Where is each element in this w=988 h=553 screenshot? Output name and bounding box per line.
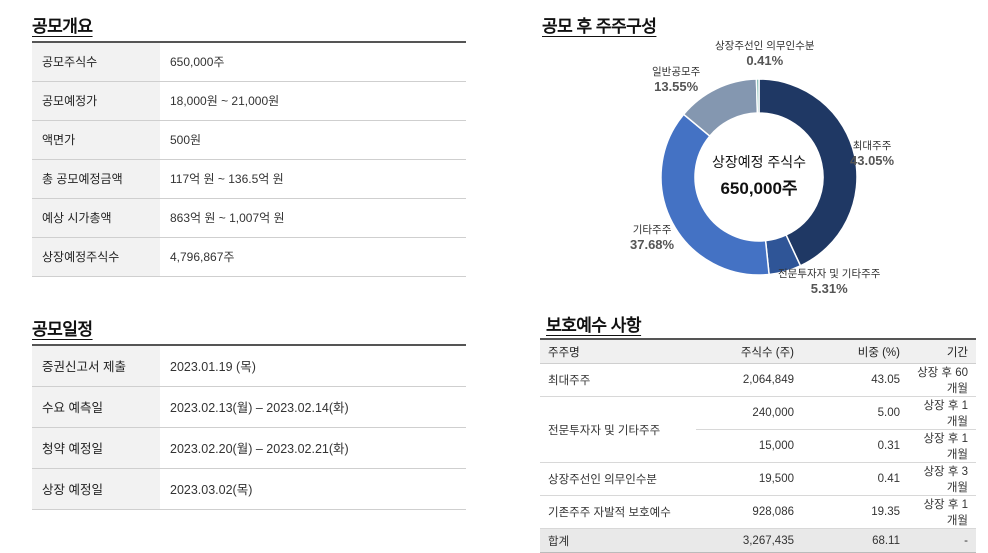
- cell-period: 상장 후 60개월: [908, 363, 976, 397]
- row-value: 2023.02.20(월) – 2023.02.21(화): [160, 427, 466, 469]
- cell-ratio: 0.41: [802, 462, 908, 496]
- table-row: 액면가 500원: [32, 120, 466, 160]
- table-row: 공모주식수 650,000주: [32, 41, 466, 82]
- total-name: 합계: [540, 528, 696, 553]
- table-row: 수요 예측일 2023.02.13(월) – 2023.02.14(화): [32, 386, 466, 428]
- row-value: 2023.02.13(월) – 2023.02.14(화): [160, 386, 466, 428]
- header-period: 기간: [908, 338, 976, 364]
- ipo-overview-title: 공모개요: [32, 17, 93, 36]
- row-label: 공모주식수: [32, 41, 160, 82]
- cell-ratio: 0.31: [802, 429, 908, 463]
- table-row: 최대주주 2,064,849 43.05 상장 후 60개월: [540, 363, 976, 397]
- row-value: 117억 원 ~ 136.5억 원: [160, 159, 466, 199]
- legend-name: 일반공모주: [652, 66, 701, 78]
- lockup-title: 보호예수 사항: [546, 316, 642, 335]
- label-largest-shareholder: 최대주주 43.05%: [850, 140, 894, 168]
- table-total-row: 합계 3,267,435 68.11 -: [540, 528, 976, 553]
- row-label: 총 공모예정금액: [32, 159, 160, 199]
- legend-pct: 5.31%: [810, 280, 848, 296]
- table-row: 청약 예정일 2023.02.20(월) – 2023.02.21(화): [32, 427, 466, 469]
- cell-name: 전문투자자 및 기타주주: [540, 396, 696, 463]
- table-row: 15,000 0.31 상장 후 1개월: [540, 429, 976, 463]
- donut-slice-0: [758, 78, 858, 267]
- row-label: 상장예정주식수: [32, 237, 160, 277]
- ipo-schedule-title: 공모일정: [32, 320, 93, 339]
- cell-shares: 2,064,849: [696, 363, 802, 397]
- label-public-offering: 일반공모주 13.55%: [652, 66, 700, 94]
- row-label: 상장 예정일: [32, 468, 160, 510]
- row-value: 2023.03.02(목): [160, 468, 466, 510]
- cell-period: 상장 후 3개월: [908, 462, 976, 496]
- table-row: 기존주주 자발적 보호예수 928,086 19.35 상장 후 1개월: [540, 495, 976, 529]
- row-label: 청약 예정일: [32, 427, 160, 469]
- cell-period: 상장 후 1개월: [908, 495, 976, 529]
- label-underwriter: 상장주선인 의무인수분 0.41%: [715, 40, 815, 68]
- cell-period: 상장 후 1개월: [908, 396, 976, 430]
- table-row: 상장예정주식수 4,796,867주: [32, 237, 466, 277]
- donut-slice-4: [755, 78, 760, 114]
- donut-svg: [660, 78, 858, 276]
- table-row: 증권신고서 제출 2023.01.19 (목): [32, 344, 466, 387]
- label-professional-investor: 전문투자자 및 기타주주 5.31%: [778, 268, 880, 296]
- row-label: 수요 예측일: [32, 386, 160, 428]
- cell-ratio: 19.35: [802, 495, 908, 529]
- table-row: 전문투자자 및 기타주주 240,000 5.00 상장 후 1개월: [540, 396, 976, 463]
- ipo-schedule-table: 증권신고서 제출 2023.01.19 (목) 수요 예측일 2023.02.1…: [32, 344, 466, 510]
- ipo-overview-table: 공모주식수 650,000주 공모예정가 18,000원 ~ 21,000원 액…: [32, 41, 466, 277]
- row-value: 863억 원 ~ 1,007억 원: [160, 198, 466, 238]
- shareholder-donut-chart: 상장예정 주식수 650,000주 최대주주 43.05% 전문투자자 및 기타…: [540, 40, 980, 310]
- donut-center: 상장예정 주식수 650,000주: [689, 152, 829, 199]
- header-shares: 주식수 (주): [696, 338, 802, 364]
- label-other-shareholder: 기타주주 37.68%: [630, 224, 674, 252]
- cell-ratio: 5.00: [802, 396, 908, 430]
- table-header-row: 주주명 주식수 (주) 비중 (%) 기간: [540, 338, 976, 364]
- total-period: -: [908, 528, 976, 553]
- table-row: 상장주선인 의무인수분 19,500 0.41 상장 후 3개월: [540, 462, 976, 496]
- cell-name: 상장주선인 의무인수분: [540, 462, 696, 496]
- cell-shares: 15,000: [696, 429, 802, 463]
- legend-name: 상장주선인 의무인수분: [715, 40, 815, 52]
- row-value: 2023.01.19 (목): [160, 344, 466, 387]
- row-label: 공모예정가: [32, 81, 160, 121]
- table-row: 공모예정가 18,000원 ~ 21,000원: [32, 81, 466, 121]
- table-row: 상장 예정일 2023.03.02(목): [32, 468, 466, 510]
- row-value: 500원: [160, 120, 466, 160]
- legend-pct: 13.55%: [654, 78, 699, 94]
- row-value: 4,796,867주: [160, 237, 466, 277]
- row-value: 650,000주: [160, 41, 466, 82]
- legend-pct: 43.05%: [850, 152, 895, 168]
- row-label: 증권신고서 제출: [32, 344, 160, 387]
- center-label: 상장예정 주식수: [711, 154, 807, 170]
- cell-name: 기존주주 자발적 보호예수: [540, 495, 696, 529]
- row-label: 액면가: [32, 120, 160, 160]
- total-ratio: 68.11: [802, 528, 908, 553]
- legend-pct: 37.68%: [630, 236, 675, 252]
- header-name: 주주명: [540, 338, 696, 364]
- table-row: 총 공모예정금액 117억 원 ~ 136.5억 원: [32, 159, 466, 199]
- cell-shares: 928,086: [696, 495, 802, 529]
- legend-name: 최대주주: [852, 140, 892, 152]
- cell-ratio: 43.05: [802, 363, 908, 397]
- header-ratio: 비중 (%): [802, 338, 908, 364]
- row-label: 예상 시가총액: [32, 198, 160, 238]
- table-row: 예상 시가총액 863억 원 ~ 1,007억 원: [32, 198, 466, 238]
- legend-name: 기타주주: [632, 224, 672, 236]
- cell-period: 상장 후 1개월: [908, 429, 976, 463]
- shareholder-chart-title: 공모 후 주주구성: [542, 17, 657, 36]
- legend-pct: 0.41%: [746, 52, 784, 68]
- row-value: 18,000원 ~ 21,000원: [160, 81, 466, 121]
- cell-shares: 19,500: [696, 462, 802, 496]
- cell-name: 최대주주: [540, 363, 696, 397]
- lockup-table: 주주명 주식수 (주) 비중 (%) 기간 최대주주 2,064,849 43.…: [540, 338, 976, 553]
- donut-slice-2: [660, 113, 770, 276]
- center-value: 650,000주: [720, 179, 798, 198]
- total-shares: 3,267,435: [696, 528, 802, 553]
- cell-shares: 240,000: [696, 396, 802, 430]
- legend-name: 전문투자자 및 기타주주: [778, 268, 881, 280]
